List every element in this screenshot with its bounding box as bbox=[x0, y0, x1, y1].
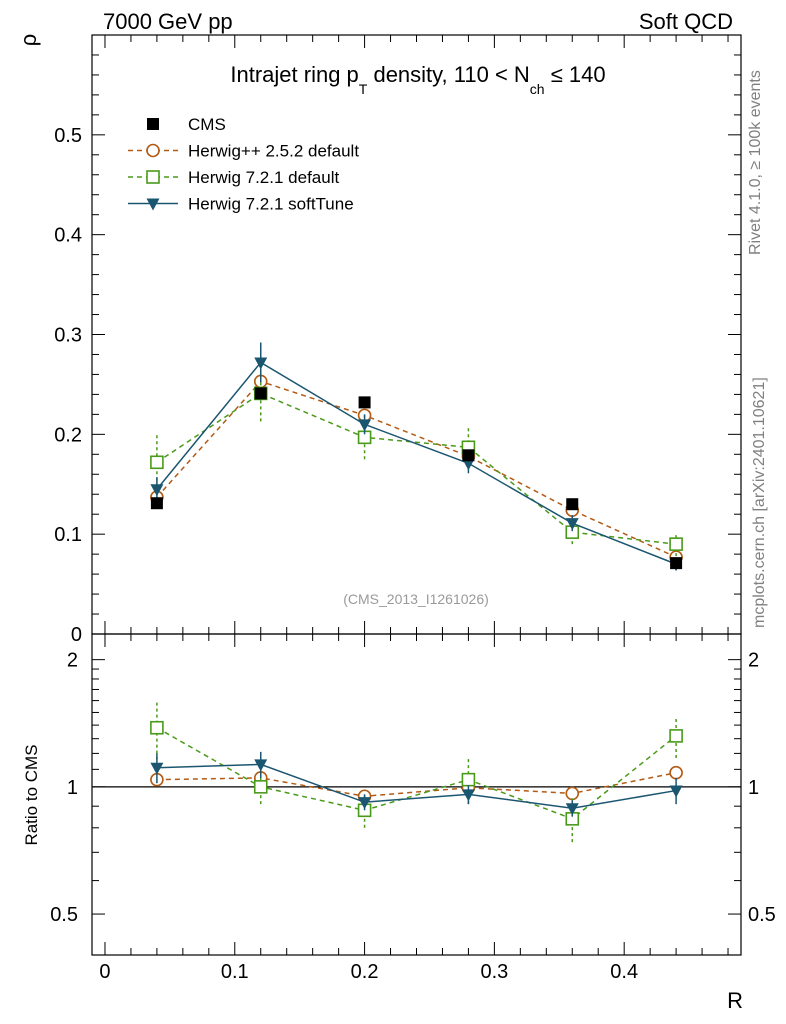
legend-entry: Herwig 7.2.1 default bbox=[128, 168, 339, 187]
title-part-mid: density, 110 < N bbox=[367, 62, 529, 87]
data-point bbox=[566, 498, 579, 511]
ratio-tick-label-right: 0.5 bbox=[748, 904, 776, 926]
legend-entry: CMS bbox=[147, 115, 226, 134]
y-tick-label: 0 bbox=[71, 624, 82, 646]
data-point bbox=[462, 449, 475, 462]
ratio-point bbox=[669, 765, 683, 780]
y-axis-label: ρ bbox=[16, 34, 41, 47]
data-series bbox=[150, 342, 683, 843]
ratio-point bbox=[565, 786, 580, 801]
title-part-main: Intrajet ring p bbox=[230, 62, 358, 87]
series-line bbox=[156, 380, 677, 558]
tick-labels: 0 0.1 0.2 0.3 0.4 0 0.1 0.2 0.3 0.4 0.5 0.5 0.5 1 1 2 2 bbox=[50, 125, 776, 983]
ratio-tick-label-left: 2 bbox=[67, 650, 78, 672]
ratio-series-line bbox=[156, 771, 677, 798]
title-sub-t: T bbox=[359, 81, 368, 97]
header-left: 7000 GeV pp bbox=[103, 9, 233, 34]
legend: CMS Herwig++ 2.5.2 default Herwig 7.2.1 de… bbox=[128, 115, 359, 214]
rivet-version-label: Rivet 4.1.0, ≥ 100k events bbox=[747, 70, 764, 255]
data-point bbox=[150, 484, 164, 497]
legend-entry: Herwig 7.2.1 softTune bbox=[128, 195, 354, 214]
x-tick-label: 0.2 bbox=[351, 961, 379, 983]
series-herwig-7-2-1-softtune bbox=[150, 342, 683, 817]
ratio-point bbox=[150, 720, 164, 735]
ratio-series-line bbox=[156, 763, 677, 809]
y-tick-label: 0.3 bbox=[54, 325, 82, 347]
title-sub-ch: ch bbox=[530, 81, 545, 97]
legend-marker bbox=[146, 198, 160, 211]
series-cms bbox=[150, 387, 683, 570]
data-point bbox=[150, 455, 164, 470]
legend-marker bbox=[146, 170, 160, 184]
axis-ticks bbox=[92, 35, 741, 955]
x-tick-label: 0.1 bbox=[221, 961, 249, 983]
legend-label: CMS bbox=[188, 115, 226, 134]
ratio-point bbox=[150, 762, 164, 775]
ratio-point bbox=[254, 759, 268, 772]
legend-label: Herwig 7.2.1 softTune bbox=[188, 195, 354, 214]
ratio-axis-label: Ratio to CMS bbox=[22, 744, 41, 845]
ratio-series-line bbox=[156, 727, 677, 820]
data-point bbox=[565, 518, 579, 531]
ratio-tick-label-left: 0.5 bbox=[50, 904, 78, 926]
ratio-tick-label-left: 1 bbox=[67, 777, 78, 799]
series-line bbox=[156, 392, 677, 545]
ratio-tick-label-right: 1 bbox=[748, 777, 759, 799]
data-point bbox=[358, 419, 372, 432]
series-line bbox=[156, 361, 677, 565]
chart-title: Intrajet ring pT density, 110 < Nch ≤ 14… bbox=[230, 62, 605, 97]
legend-marker bbox=[146, 143, 160, 158]
data-point bbox=[254, 357, 268, 370]
watermark: (CMS_2013_I1261026) bbox=[343, 591, 489, 607]
y-tick-label: 0.5 bbox=[54, 125, 82, 147]
data-point bbox=[670, 557, 683, 570]
ratio-point bbox=[565, 803, 579, 816]
header-right: Soft QCD bbox=[639, 9, 733, 34]
data-point bbox=[358, 396, 371, 409]
ratio-point bbox=[669, 785, 683, 798]
data-point bbox=[669, 537, 683, 551]
x-tick-label: 0.4 bbox=[610, 961, 638, 983]
x-axis-label: R bbox=[727, 988, 743, 1013]
mcplots-label: mcplots.cern.ch [arXiv:2401.10621] bbox=[751, 377, 768, 628]
ratio-tick-label-right: 2 bbox=[748, 650, 759, 672]
data-point bbox=[254, 387, 267, 400]
ratio-point bbox=[669, 729, 683, 743]
x-tick-label: 0.3 bbox=[480, 961, 508, 983]
ratio-point bbox=[253, 780, 268, 794]
legend-label: Herwig++ 2.5.2 default bbox=[188, 142, 359, 161]
ratio-point bbox=[461, 789, 475, 802]
legend-entry: Herwig++ 2.5.2 default bbox=[128, 142, 359, 161]
ratio-point bbox=[461, 772, 476, 787]
legend-marker bbox=[147, 118, 159, 130]
x-tick-label: 0 bbox=[99, 961, 110, 983]
legend-label: Herwig 7.2.1 default bbox=[188, 168, 339, 187]
y-tick-label: 0.2 bbox=[54, 424, 82, 446]
data-point bbox=[150, 497, 163, 510]
series-herwig-2-5-2-default bbox=[150, 374, 683, 804]
y-tick-label: 0.1 bbox=[54, 524, 82, 546]
title-part-end: ≤ 140 bbox=[545, 62, 606, 87]
ratio-point bbox=[358, 797, 372, 810]
y-tick-label: 0.4 bbox=[54, 225, 82, 247]
